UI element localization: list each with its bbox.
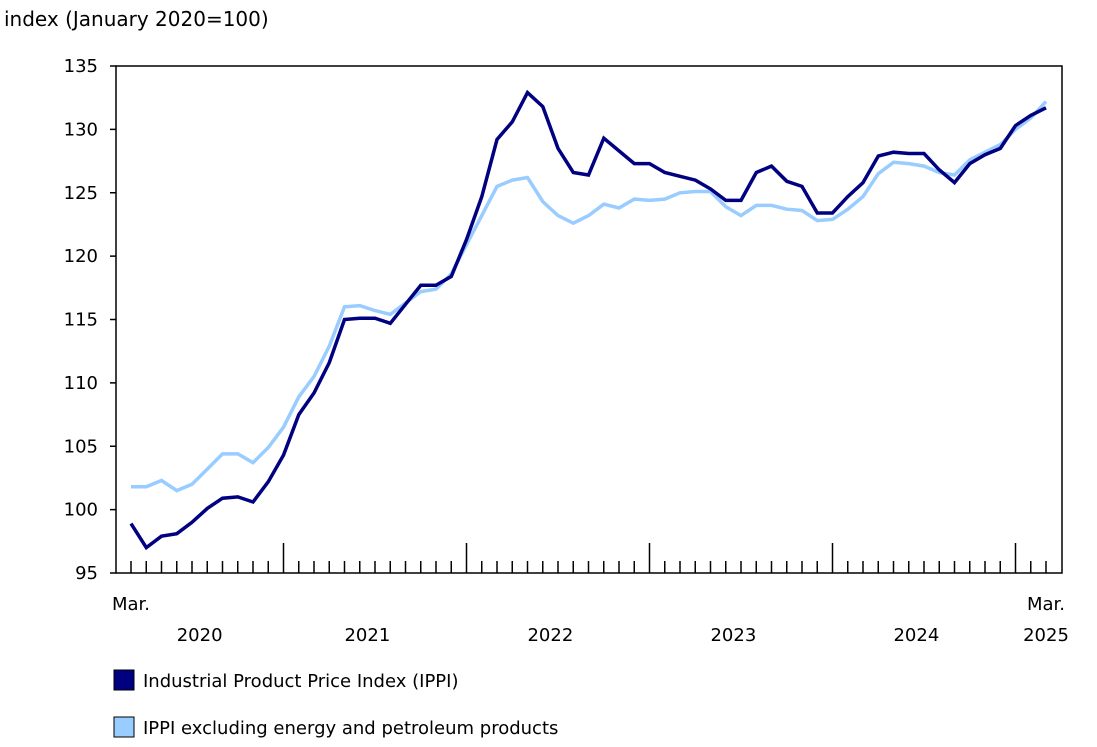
y-tick-label: 135: [64, 56, 98, 77]
series-line-1: [131, 100, 1048, 493]
x-year-label: 2025: [1023, 625, 1069, 646]
y-tick-label: 130: [64, 119, 98, 140]
y-tick-label: 115: [64, 310, 98, 331]
y-axis-label: index (January 2020=100): [4, 7, 269, 31]
y-tick-label: 125: [64, 183, 98, 204]
x-year-label: 2024: [893, 625, 939, 646]
x-first-month-label: Mar.: [112, 594, 150, 615]
series-line-0: [129, 89, 1047, 551]
y-tick-label: 120: [64, 246, 98, 267]
y-tick-label: 110: [64, 373, 98, 394]
x-year-label: 2021: [344, 625, 390, 646]
x-year-label: 2023: [710, 625, 756, 646]
y-tick-label: 100: [64, 500, 98, 521]
legend-label: IPPI excluding energy and petroleum prod…: [143, 718, 558, 739]
x-year-label: 2022: [527, 625, 573, 646]
legend-label: Industrial Product Price Index (IPPI): [143, 671, 458, 692]
legend-swatch: [113, 669, 135, 691]
x-last-month-label: Mar.: [1027, 594, 1065, 615]
legend-swatch: [113, 716, 135, 738]
y-tick-label: 95: [75, 563, 98, 584]
x-year-label: 2020: [177, 625, 223, 646]
y-tick-label: 105: [64, 436, 98, 457]
